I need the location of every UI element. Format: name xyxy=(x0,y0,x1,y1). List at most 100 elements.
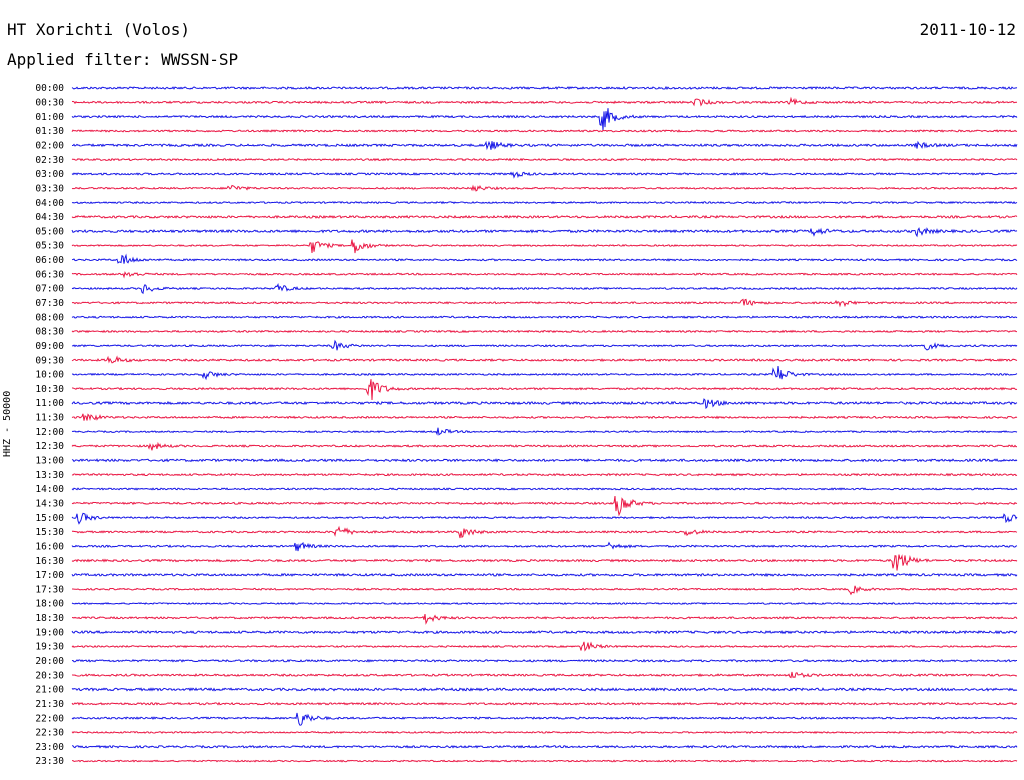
row-time-label: 11:00 xyxy=(35,398,64,409)
trace-row xyxy=(71,759,1018,763)
row-time-label: 12:00 xyxy=(35,427,64,438)
trace-row xyxy=(71,214,1018,219)
trace-row xyxy=(71,271,1018,279)
row-time-label: 08:30 xyxy=(35,327,64,338)
row-time-label: 02:30 xyxy=(35,155,64,166)
trace-row xyxy=(71,339,1018,351)
trace-row xyxy=(71,613,1018,625)
row-time-label: 00:00 xyxy=(35,83,64,94)
trace-row xyxy=(71,572,1018,578)
trace-row xyxy=(71,96,1018,107)
trace-row xyxy=(71,298,1018,308)
row-time-label: 09:30 xyxy=(35,355,64,366)
row-time-label: 07:00 xyxy=(35,284,64,295)
trace-row xyxy=(71,184,1018,192)
trace-row xyxy=(71,744,1018,749)
record-date: 2011-10-12 xyxy=(919,20,1016,39)
trace-row xyxy=(71,108,1018,131)
row-time-label: 10:30 xyxy=(35,384,64,395)
row-time-label: 12:30 xyxy=(35,441,64,452)
row-time-label: 19:00 xyxy=(35,627,64,638)
trace-row xyxy=(71,687,1018,692)
trace-row xyxy=(71,541,1018,552)
row-time-label: 09:00 xyxy=(35,341,64,352)
row-time-label: 03:30 xyxy=(35,183,64,194)
row-time-label: 04:00 xyxy=(35,198,64,209)
trace-row xyxy=(71,227,1018,238)
station-title: HT Xorichti (Volos) xyxy=(7,20,191,39)
row-time-label: 21:00 xyxy=(35,685,64,696)
trace-row xyxy=(71,525,1018,539)
trace-row xyxy=(71,171,1018,179)
applied-filter: Applied filter: WWSSN-SP xyxy=(7,50,239,69)
row-label-group: 00:00 00:30 01:00 01:30 02:00 02:30 03:00 03:30… xyxy=(35,83,64,767)
trace-row xyxy=(71,253,1018,264)
row-time-label: 10:00 xyxy=(35,370,64,381)
row-time-label: 17:30 xyxy=(35,584,64,595)
trace-row xyxy=(71,140,1018,151)
trace-row xyxy=(71,365,1018,381)
row-time-label: 18:00 xyxy=(35,599,64,610)
trace-row xyxy=(71,200,1018,205)
trace-row xyxy=(71,329,1018,334)
trace-row xyxy=(71,712,1018,726)
row-time-label: 14:00 xyxy=(35,484,64,495)
row-time-label: 13:00 xyxy=(35,456,64,467)
row-time-label: 15:00 xyxy=(35,513,64,524)
row-time-label: 22:30 xyxy=(35,728,64,739)
trace-row xyxy=(71,239,1018,254)
trace-row xyxy=(71,630,1018,635)
trace-row xyxy=(71,157,1018,162)
row-time-label: 05:00 xyxy=(35,226,64,237)
trace-row xyxy=(71,487,1018,491)
trace-row xyxy=(71,427,1018,436)
row-time-label: 03:00 xyxy=(35,169,64,180)
trace-row xyxy=(71,658,1018,663)
trace-row xyxy=(71,730,1018,734)
row-time-label: 06:30 xyxy=(35,269,64,280)
trace-row xyxy=(71,398,1018,410)
trace-row xyxy=(71,512,1018,525)
trace-row xyxy=(71,641,1018,652)
row-time-label: 04:30 xyxy=(35,212,64,223)
trace-row xyxy=(71,129,1018,133)
row-time-label: 07:30 xyxy=(35,298,64,309)
row-time-label: 23:30 xyxy=(35,756,64,767)
row-time-label: 05:30 xyxy=(35,241,64,252)
trace-row xyxy=(71,85,1018,90)
trace-row xyxy=(71,554,1018,571)
row-time-label: 08:00 xyxy=(35,312,64,323)
row-time-label: 17:00 xyxy=(35,570,64,581)
row-time-label: 06:00 xyxy=(35,255,64,266)
trace-row xyxy=(71,602,1018,606)
row-time-label: 16:30 xyxy=(35,556,64,567)
row-time-label: 11:30 xyxy=(35,413,64,424)
trace-row xyxy=(71,458,1018,463)
row-time-label: 01:00 xyxy=(35,112,64,123)
row-time-label: 13:30 xyxy=(35,470,64,481)
row-time-label: 02:00 xyxy=(35,140,64,151)
row-time-label: 19:30 xyxy=(35,642,64,653)
trace-row xyxy=(71,413,1018,421)
trace-group xyxy=(71,85,1018,763)
trace-row xyxy=(71,585,1018,596)
trace-row xyxy=(71,355,1018,364)
row-time-label: 14:30 xyxy=(35,498,64,509)
trace-row xyxy=(71,282,1018,295)
row-time-label: 22:00 xyxy=(35,713,64,724)
row-time-label: 00:30 xyxy=(35,98,64,109)
trace-row xyxy=(71,495,1018,517)
row-time-label: 01:30 xyxy=(35,126,64,137)
row-time-label: 23:00 xyxy=(35,742,64,753)
trace-row xyxy=(71,379,1018,400)
row-time-label: 15:30 xyxy=(35,527,64,538)
row-time-label: 20:30 xyxy=(35,670,64,681)
row-time-label: 16:00 xyxy=(35,541,64,552)
trace-row xyxy=(71,701,1018,706)
trace-row xyxy=(71,472,1018,477)
row-time-label: 21:30 xyxy=(35,699,64,710)
trace-row xyxy=(71,441,1018,451)
row-time-label: 18:30 xyxy=(35,613,64,624)
trace-row xyxy=(71,671,1018,679)
